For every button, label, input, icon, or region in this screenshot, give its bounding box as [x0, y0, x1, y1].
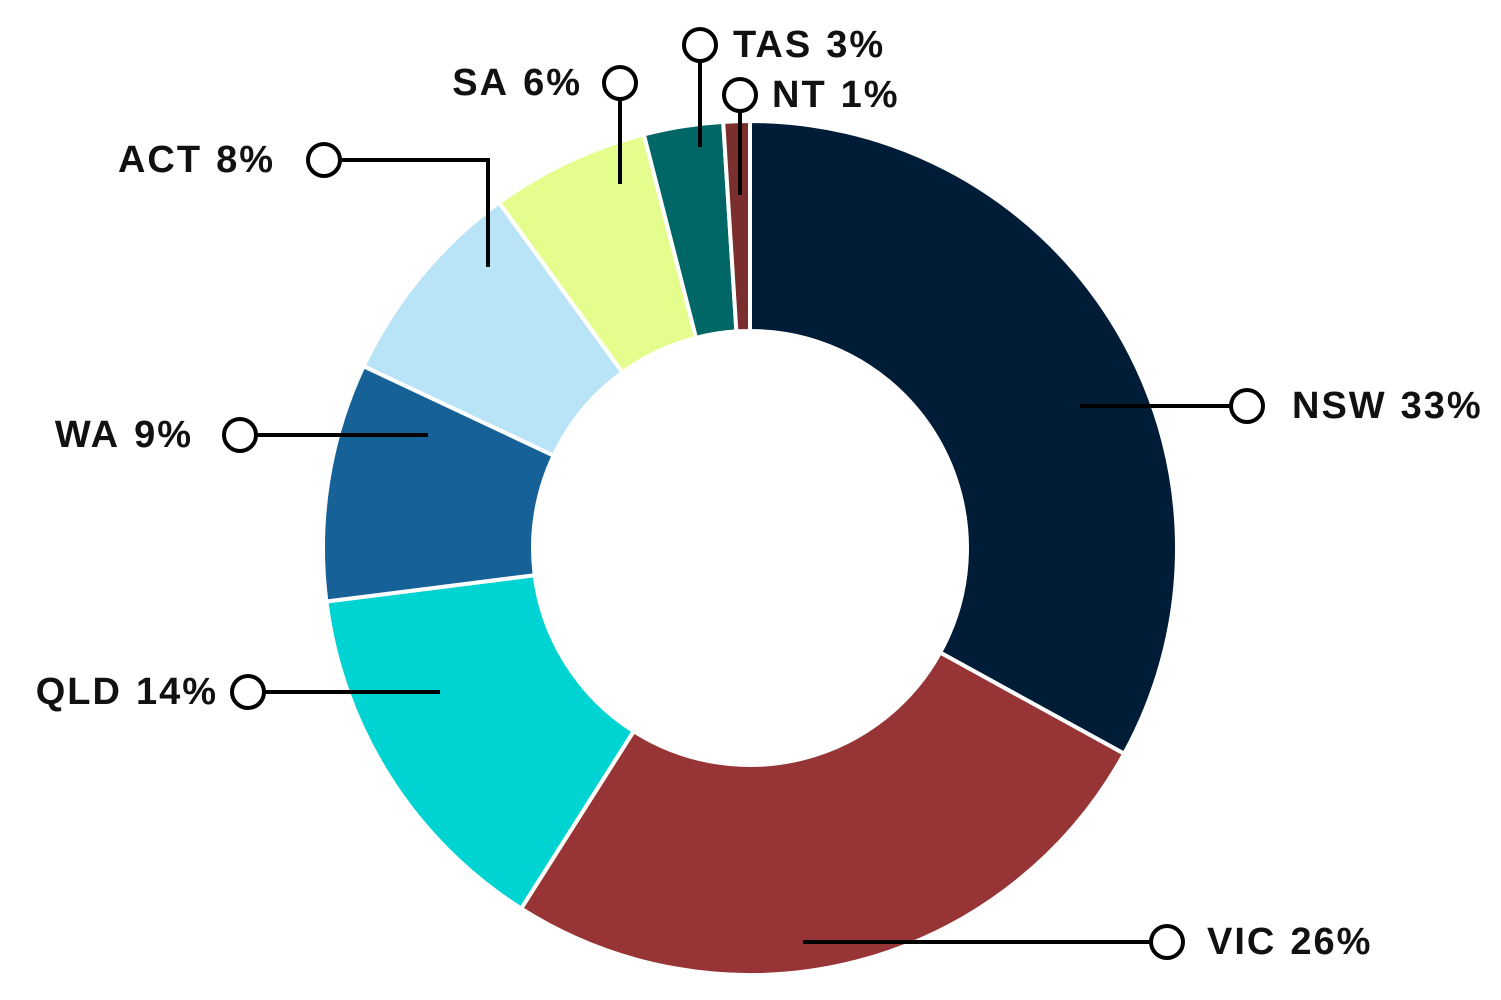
leader-dot	[682, 27, 718, 63]
data-label: QLD 14%	[36, 671, 218, 713]
donut-segment	[321, 363, 557, 604]
category-label: QLD	[36, 671, 122, 713]
donut-segment	[721, 118, 752, 334]
category-label: NT	[772, 74, 827, 116]
value-label: 1%	[841, 74, 900, 116]
data-label: ACT 8%	[118, 139, 275, 181]
leader-line	[341, 158, 490, 267]
value-label: 26%	[1290, 921, 1372, 963]
value-label: 33%	[1401, 385, 1483, 427]
data-label: NT 1%	[772, 74, 900, 116]
data-label: WA 9%	[55, 414, 193, 456]
data-label: VIC 26%	[1207, 921, 1372, 963]
category-label: ACT	[118, 139, 202, 181]
donut-segment	[748, 118, 1179, 757]
value-label: 14%	[136, 671, 218, 713]
leader-dot	[306, 142, 342, 178]
leader-dot	[222, 417, 258, 453]
data-label: NSW 33%	[1292, 385, 1483, 427]
value-label: 8%	[216, 139, 275, 181]
leader-dot	[1149, 924, 1185, 960]
data-label: SA 6%	[452, 62, 582, 104]
donut-segment	[518, 649, 1127, 977]
value-label: 6%	[523, 62, 582, 104]
leader-dot	[722, 77, 758, 113]
category-label: SA	[452, 62, 509, 104]
category-label: WA	[55, 414, 120, 456]
data-label: TAS 3%	[733, 24, 885, 66]
leader-dot	[230, 674, 266, 710]
value-label: 3%	[826, 24, 885, 66]
donut-segment	[324, 572, 637, 912]
leader-dot	[602, 65, 638, 101]
category-label: VIC	[1207, 921, 1276, 963]
category-label: TAS	[733, 24, 812, 66]
leader-dot	[1229, 388, 1265, 424]
value-label: 9%	[134, 414, 193, 456]
category-label: NSW	[1292, 385, 1387, 427]
